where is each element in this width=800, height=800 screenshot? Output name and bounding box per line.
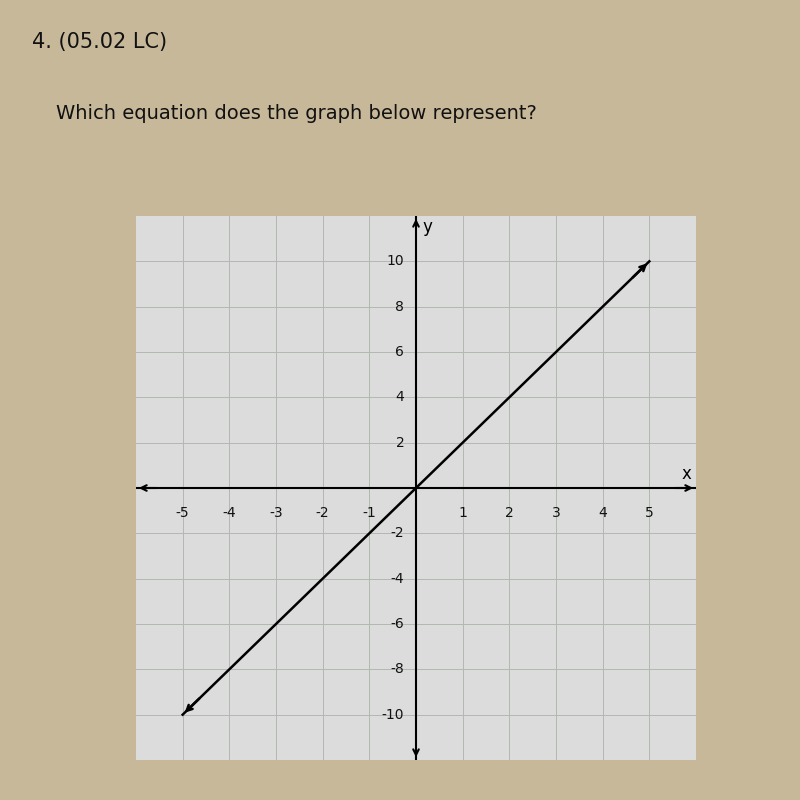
Text: 4: 4	[395, 390, 404, 404]
Text: 1: 1	[458, 506, 467, 520]
Text: 10: 10	[386, 254, 404, 268]
Text: 2: 2	[505, 506, 514, 520]
Text: 5: 5	[645, 506, 654, 520]
Text: -4: -4	[390, 572, 404, 586]
Text: -2: -2	[316, 506, 330, 520]
Text: -1: -1	[362, 506, 376, 520]
Text: 4: 4	[598, 506, 607, 520]
Text: 8: 8	[395, 300, 404, 314]
Text: -5: -5	[176, 506, 190, 520]
Text: -3: -3	[269, 506, 283, 520]
Text: Which equation does the graph below represent?: Which equation does the graph below repr…	[56, 104, 537, 123]
Text: -6: -6	[390, 617, 404, 631]
Text: x: x	[682, 466, 692, 483]
Text: 6: 6	[395, 345, 404, 359]
Text: 4. (05.02 LC): 4. (05.02 LC)	[32, 32, 167, 52]
Text: y: y	[422, 218, 433, 236]
Text: -2: -2	[390, 526, 404, 540]
Text: -10: -10	[382, 708, 404, 722]
Text: 3: 3	[552, 506, 560, 520]
Text: 2: 2	[395, 436, 404, 450]
Text: -8: -8	[390, 662, 404, 676]
Text: -4: -4	[222, 506, 236, 520]
